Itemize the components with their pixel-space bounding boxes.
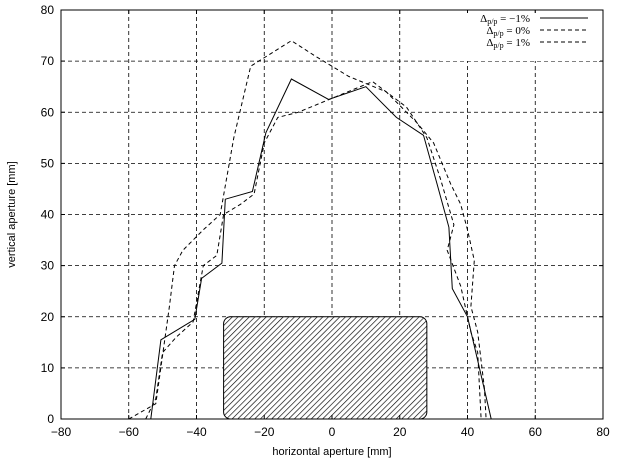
- beam-region: [223, 316, 428, 420]
- legend-label-3: Δp/p = 1%: [486, 37, 530, 50]
- y-axis-label: vertical aperture [mm]: [6, 161, 18, 267]
- x-tick-label: 20: [393, 425, 407, 439]
- x-tick-label: 40: [461, 425, 475, 439]
- x-tick-label: −60: [119, 425, 140, 439]
- tick-labels: −80 −60 −40 −20 0 20 40 60 80 0 10 20 30 40 50 60 70 80: [41, 3, 610, 439]
- series-layer: [128, 40, 492, 420]
- y-tick-label: 0: [47, 412, 54, 426]
- hatched-region-layer: [223, 316, 428, 420]
- grid-lines: [61, 10, 603, 419]
- legend-background: [440, 13, 600, 61]
- x-tick-label: −40: [186, 425, 207, 439]
- series-line-3: [128, 40, 487, 420]
- x-tick-label: 0: [329, 425, 336, 439]
- legend: Δp/p = −1%Δp/p = 0%Δp/p = 1%: [440, 13, 600, 61]
- y-tick-label: 60: [41, 105, 55, 119]
- x-tick-label: 60: [529, 425, 543, 439]
- y-tick-label: 20: [41, 310, 55, 324]
- y-tick-label: 40: [41, 208, 55, 222]
- x-axis-label: horizontal aperture [mm]: [272, 446, 391, 458]
- legend-label-2: Δp/p = 0%: [486, 25, 530, 38]
- legend-label-1: Δp/p = −1%: [480, 13, 530, 26]
- y-tick-label: 10: [41, 361, 55, 375]
- x-tick-label: −80: [51, 425, 72, 439]
- y-tick-label: 70: [41, 54, 55, 68]
- y-tick-label: 30: [41, 259, 55, 273]
- x-tick-label: −20: [254, 425, 275, 439]
- series-line-2: [145, 81, 482, 420]
- x-tick-label: 80: [596, 425, 610, 439]
- y-tick-label: 80: [41, 3, 55, 17]
- y-tick-label: 50: [41, 156, 55, 170]
